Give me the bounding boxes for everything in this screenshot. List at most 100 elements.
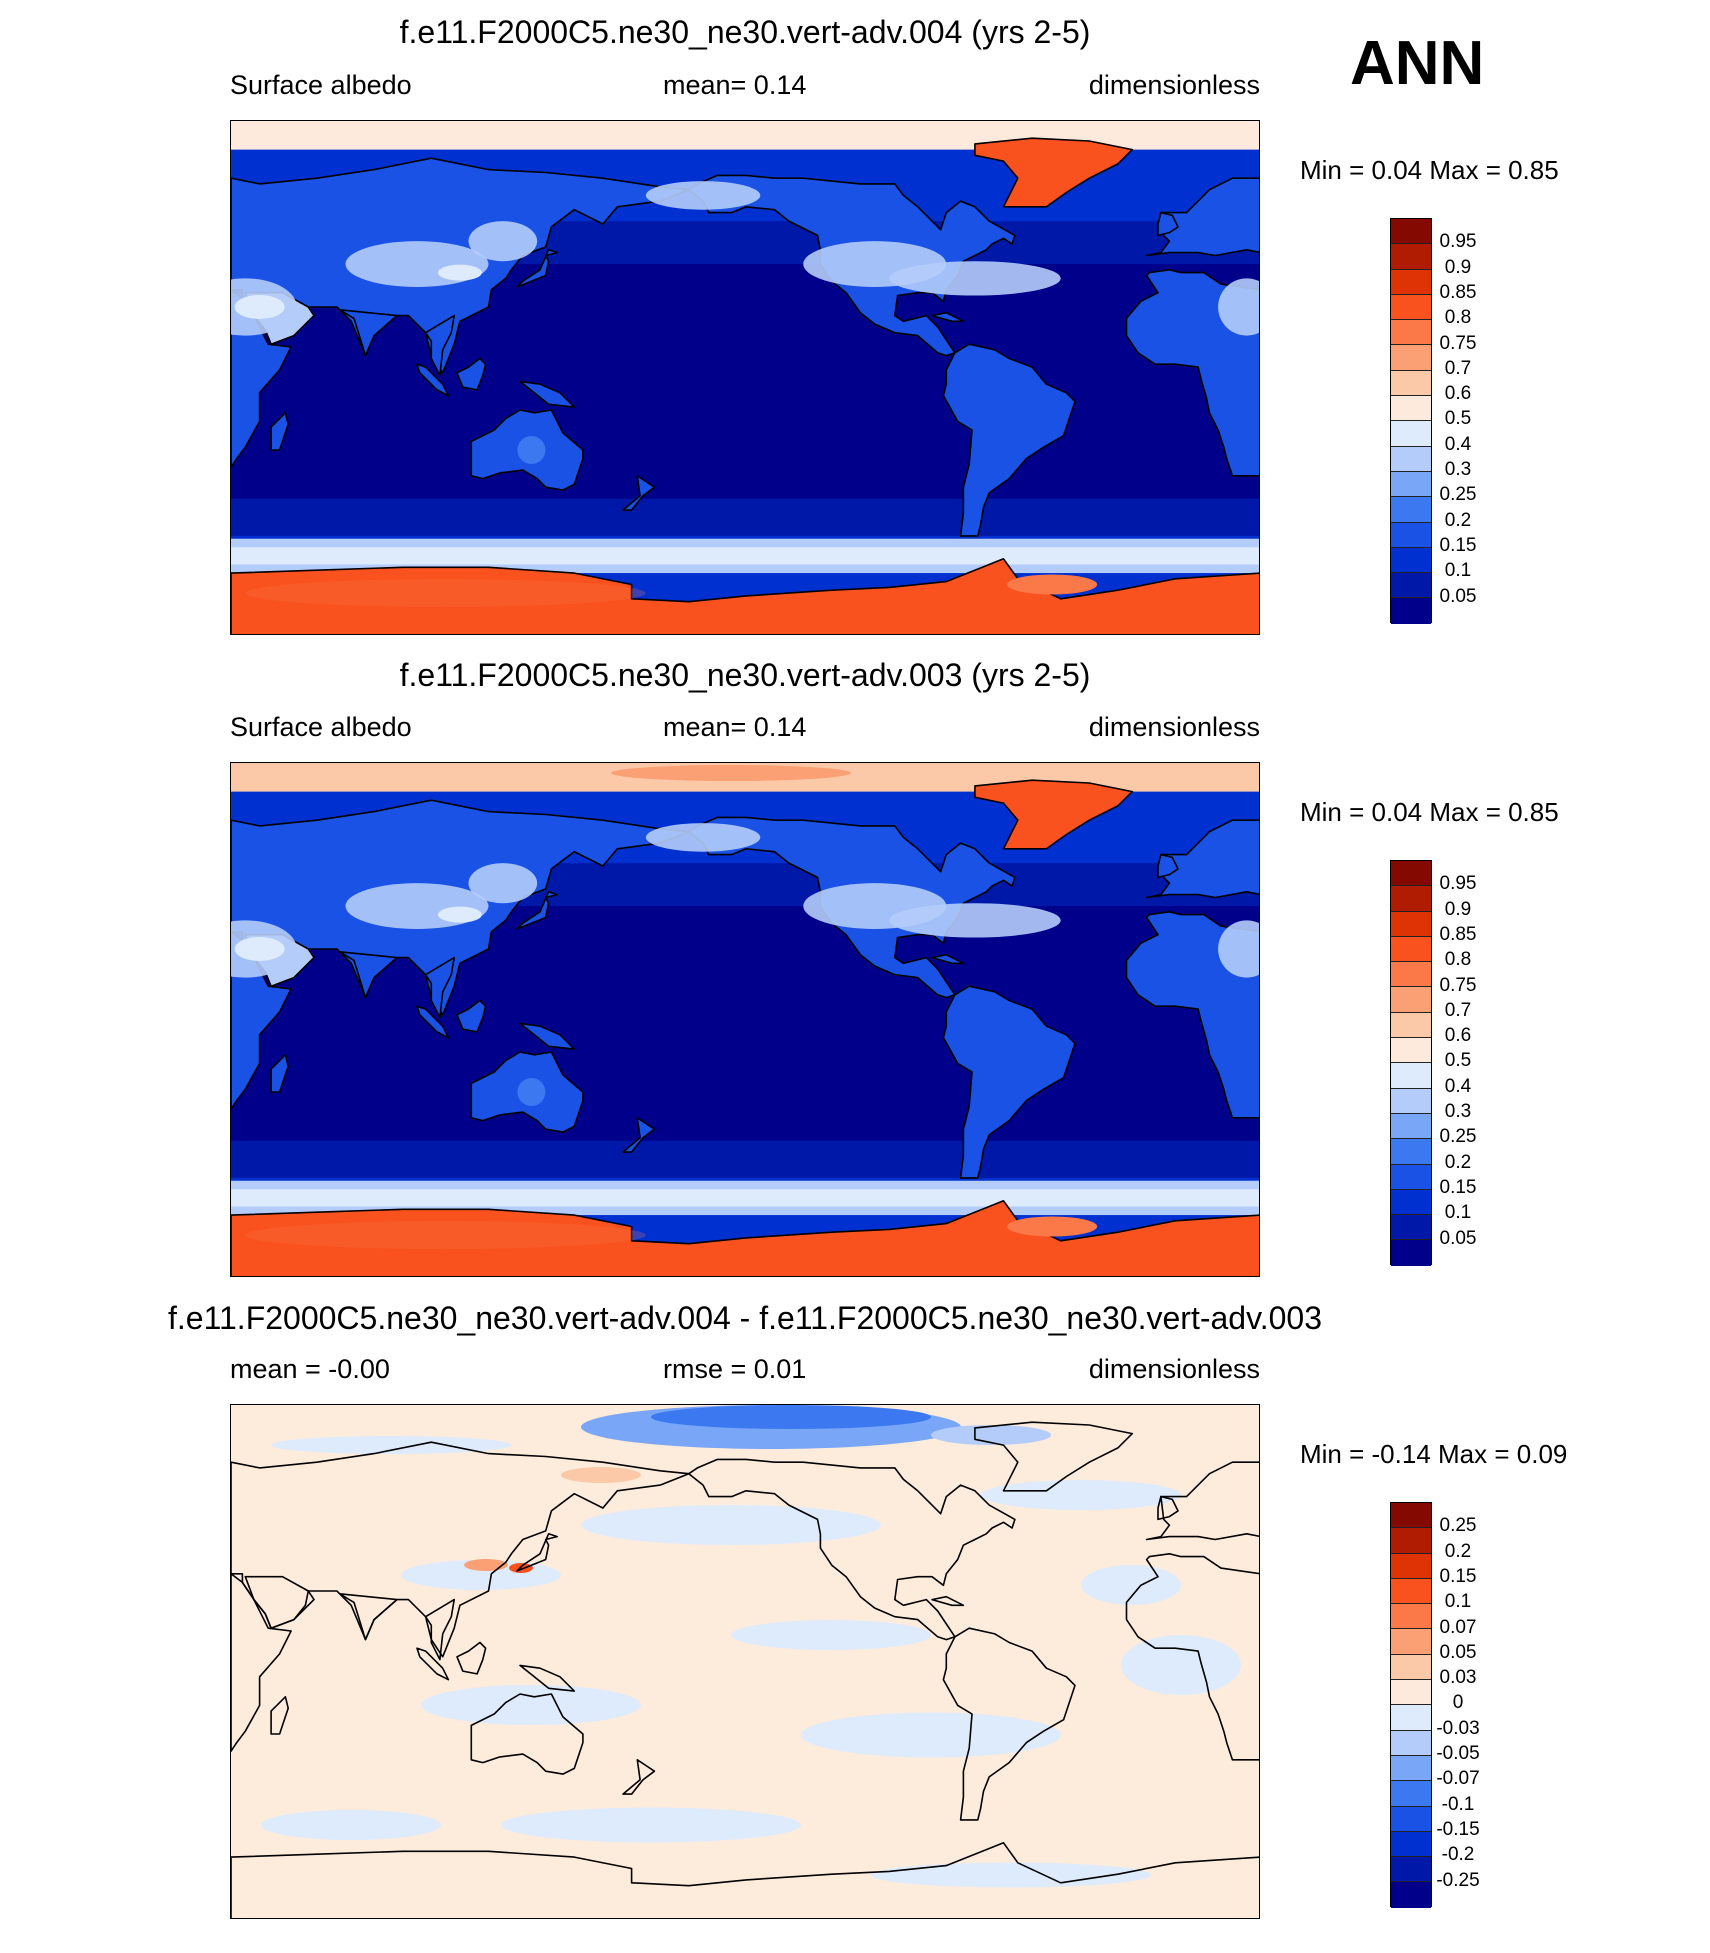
colorbar-swatch <box>1391 471 1431 498</box>
coastline-india <box>338 951 398 999</box>
coastline-samerica <box>942 1627 1076 1821</box>
coastline-europe-west <box>1145 177 1259 257</box>
colorbar-tick-label: 0.4 <box>1444 1075 1472 1097</box>
colorbar-tick-label: 0.1 <box>1444 560 1472 582</box>
min-max-label: Min = 0.04 Max = 0.85 <box>1300 797 1559 827</box>
colorbar-tick-label: 0.15 <box>1439 534 1477 556</box>
colorbar-swatch <box>1391 421 1431 447</box>
colorbar-swatch <box>1391 1189 1431 1216</box>
colorbar-tick-label: 0.25 <box>1439 1126 1477 1148</box>
min-max-label: Min = 0.04 Max = 0.85 <box>1300 155 1559 185</box>
colorbar-swatch <box>1391 598 1431 624</box>
colorbar-tick-label: -0.15 <box>1436 1818 1480 1840</box>
colorbar-swatch <box>1391 1629 1431 1655</box>
colorbar-tick-label: -0.1 <box>1441 1793 1475 1815</box>
colorbar-swatch <box>1391 1781 1431 1807</box>
colorbar-swatch <box>1391 911 1431 937</box>
units-label: dimensionless <box>1088 70 1260 100</box>
coastline-japan <box>516 249 558 288</box>
colorbar-swatch <box>1391 396 1431 422</box>
colorbar-swatch <box>1391 1578 1431 1605</box>
season-label: ANN <box>1350 29 1485 98</box>
coastline-namerica <box>688 1458 1016 1641</box>
min-max-label: Min = -0.14 Max = 0.09 <box>1300 1439 1568 1469</box>
coastline-guinea <box>519 1022 576 1050</box>
colorbar-tick-label: 0.5 <box>1444 1050 1472 1072</box>
colorbar-tick-label: 0.15 <box>1439 1565 1477 1587</box>
coastline-samerica <box>942 985 1076 1179</box>
colorbar-tick-label: 0.1 <box>1444 1591 1472 1613</box>
colorbar-tick-label: -0.07 <box>1436 1768 1480 1790</box>
coastline-se-asia <box>424 314 455 377</box>
colorbar-tick-label: 0.9 <box>1444 898 1472 920</box>
colorbar-tick-label: 0.95 <box>1439 231 1477 253</box>
colorbar-tick-label: 0.95 <box>1439 873 1477 895</box>
panel-title: f.e11.F2000C5.ne30_ne30.vert-adv.004 - f… <box>168 1300 1322 1336</box>
colorbar-swatch <box>1391 987 1431 1013</box>
colorbar-swatches <box>1390 218 1432 624</box>
colorbar-swatches <box>1390 860 1432 1266</box>
map-plot <box>230 1404 1260 1919</box>
colorbar-tick-label: 0.3 <box>1444 1101 1472 1122</box>
mean-label: mean= 0.14 <box>663 712 807 742</box>
albedo-field <box>231 1405 1259 1918</box>
colorbar-tick-label: 0.7 <box>1444 357 1472 379</box>
colorbar-swatch <box>1391 244 1431 270</box>
coastline-cuba <box>931 1595 965 1607</box>
colorbar-tick-label: 0.4 <box>1444 433 1472 455</box>
colorbar-tick-label: 0.05 <box>1439 585 1477 607</box>
colorbar-tick-label: 0.75 <box>1439 332 1477 354</box>
coastline-sumatra <box>416 1647 450 1681</box>
colorbar-tick-label: 0.8 <box>1444 307 1472 329</box>
colorbar-swatch <box>1391 497 1431 523</box>
colorbar-swatch <box>1391 1705 1431 1731</box>
colorbar-tick-label: 0.05 <box>1439 1641 1477 1663</box>
mean-label: mean= 0.14 <box>663 70 807 100</box>
coastline-iberia-africa-west <box>1125 1553 1259 1761</box>
colorbar-swatch <box>1391 962 1431 988</box>
colorbar-swatch <box>1391 1063 1431 1089</box>
colorbar-tick-label: -0.25 <box>1436 1869 1480 1891</box>
colorbar-tick-label: 0 <box>1452 1692 1464 1714</box>
coastline-greenland <box>974 137 1134 208</box>
colorbar-tick-label: 0.6 <box>1444 383 1472 405</box>
colorbar-swatch <box>1391 1139 1431 1165</box>
colorbar-swatch <box>1391 320 1431 346</box>
coastline-se-asia <box>424 956 455 1019</box>
coastline-antarctica <box>231 1200 1259 1276</box>
coastline-japan <box>516 891 558 930</box>
coastline-borneo <box>456 357 487 391</box>
colorbar-swatch <box>1391 1503 1431 1529</box>
colorbar-swatch <box>1391 1654 1431 1681</box>
colorbar-swatch <box>1391 1882 1431 1908</box>
variable-label: Surface albedo <box>230 712 412 742</box>
colorbar-swatch <box>1391 1806 1431 1832</box>
colorbar: 0.05 0.1 0.15 0.2 0.25 0.3 0.4 0.5 0.6 0.7 0.75 0.8… <box>1390 860 1476 1266</box>
coastline-europe-west <box>1145 819 1259 899</box>
colorbar-tick-label: 0.2 <box>1444 1540 1472 1562</box>
colorbar-tick-label: 0.75 <box>1439 974 1477 996</box>
colorbar-tick-label: 0.03 <box>1439 1667 1477 1689</box>
coastline-madagascar <box>270 412 289 451</box>
coastline-sumatra <box>416 363 450 397</box>
colorbar-swatch <box>1391 1755 1431 1782</box>
colorbar-swatch <box>1391 547 1431 574</box>
coastline-cuba <box>931 953 965 965</box>
colorbar-tick-label: 0.15 <box>1439 1176 1477 1198</box>
coastline-samerica <box>942 343 1076 537</box>
colorbar-tick-label: 0.8 <box>1444 949 1472 971</box>
panel-title: f.e11.F2000C5.ne30_ne30.vert-adv.003 (yr… <box>399 657 1091 693</box>
coastline-nz <box>622 475 656 511</box>
coastline-europe-west <box>1145 1461 1259 1541</box>
colorbar-swatch <box>1391 936 1431 963</box>
colorbar-tick-label: -0.05 <box>1436 1743 1480 1764</box>
colorbar-swatch <box>1391 1240 1431 1266</box>
coastline-antarctica <box>231 1842 1259 1918</box>
colorbar-swatch <box>1391 1038 1431 1064</box>
coastline-japan <box>516 1533 558 1572</box>
coastline-madagascar <box>270 1696 289 1735</box>
colorbar-swatch <box>1391 522 1431 548</box>
colorbar-tick-label: 0.7 <box>1444 999 1472 1021</box>
colorbar-tick-label: 0.07 <box>1439 1616 1477 1638</box>
colorbar-swatch <box>1391 1680 1431 1706</box>
